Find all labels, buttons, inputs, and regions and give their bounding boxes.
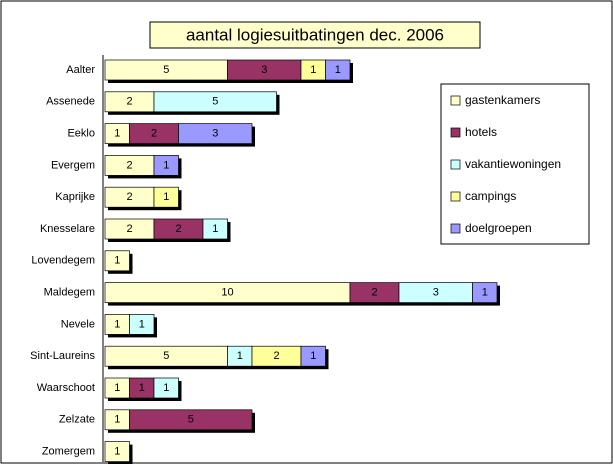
value-label: 1 bbox=[237, 350, 243, 362]
y-tick-label: Evergem bbox=[51, 159, 95, 171]
value-label: 2 bbox=[175, 223, 181, 235]
value-label: 1 bbox=[114, 414, 120, 426]
legend-label: vakantiewoningen bbox=[465, 157, 561, 171]
bar bbox=[325, 59, 351, 81]
value-label: 3 bbox=[261, 64, 267, 76]
y-tick-label: Kaprijke bbox=[55, 191, 95, 203]
legend-label: gastenkamers bbox=[465, 93, 540, 107]
y-tick-label: Lovendegem bbox=[31, 255, 95, 267]
bar bbox=[202, 218, 228, 240]
value-label: 1 bbox=[114, 255, 120, 267]
y-tick-label: Zelzate bbox=[59, 414, 95, 426]
value-label: 2 bbox=[371, 287, 377, 299]
bar bbox=[129, 314, 155, 335]
y-tick-label: Sint-Laureins bbox=[30, 350, 95, 362]
legend-swatch bbox=[450, 95, 461, 106]
value-label: 1 bbox=[310, 64, 316, 76]
title-box bbox=[149, 21, 481, 49]
value-label: 1 bbox=[163, 191, 169, 203]
bar bbox=[153, 377, 179, 399]
value-label: 1 bbox=[335, 64, 341, 76]
value-label: 1 bbox=[139, 318, 145, 330]
y-tick-label: Maldegem bbox=[44, 287, 95, 299]
value-label: 1 bbox=[114, 446, 120, 458]
bar bbox=[104, 250, 130, 272]
bar bbox=[153, 91, 277, 113]
legend-label: campings bbox=[465, 189, 516, 203]
y-tick-label: Knesselare bbox=[40, 223, 95, 235]
value-label: 1 bbox=[114, 318, 120, 330]
bar bbox=[129, 409, 253, 431]
value-label: 5 bbox=[188, 414, 194, 426]
bar bbox=[472, 282, 498, 303]
value-label: 5 bbox=[163, 64, 169, 76]
value-label: 3 bbox=[433, 287, 439, 299]
value-label: 1 bbox=[482, 287, 488, 299]
value-label: 1 bbox=[163, 159, 169, 171]
value-label: 2 bbox=[126, 96, 132, 108]
bar bbox=[104, 441, 130, 462]
value-label: 3 bbox=[212, 128, 218, 140]
value-label: 1 bbox=[114, 382, 120, 394]
bar bbox=[300, 345, 326, 367]
bar bbox=[153, 186, 179, 208]
value-label: 2 bbox=[151, 128, 157, 140]
y-tick-label: Eeklo bbox=[67, 128, 95, 140]
value-label: 5 bbox=[163, 350, 169, 362]
value-label: 1 bbox=[212, 223, 218, 235]
chart-title: aantal logiesuitbatingen dec. 2006 bbox=[186, 25, 444, 44]
legend-label: hotels bbox=[465, 125, 497, 139]
bar bbox=[178, 123, 253, 144]
value-label: 2 bbox=[126, 223, 132, 235]
value-label: 2 bbox=[126, 191, 132, 203]
value-label: 2 bbox=[273, 350, 279, 362]
value-label: 2 bbox=[126, 159, 132, 171]
value-label: 1 bbox=[310, 350, 316, 362]
legend-swatch bbox=[450, 223, 461, 234]
y-tick-label: Zomergem bbox=[42, 446, 95, 458]
y-tick-label: Waarschoot bbox=[37, 382, 95, 394]
bar bbox=[153, 155, 179, 176]
value-label: 5 bbox=[212, 96, 218, 108]
value-label: 1 bbox=[139, 382, 145, 394]
value-label: 10 bbox=[221, 287, 233, 299]
value-label: 1 bbox=[163, 382, 169, 394]
legend-swatch bbox=[450, 127, 461, 138]
y-tick-label: Assenede bbox=[46, 96, 95, 108]
legend-box bbox=[440, 83, 590, 245]
y-tick-label: Nevele bbox=[61, 318, 95, 330]
value-label: 1 bbox=[114, 128, 120, 140]
y-tick-label: Aalter bbox=[66, 64, 95, 76]
legend-label: doelgroepen bbox=[465, 221, 532, 235]
legend-swatch bbox=[450, 159, 461, 170]
legend-swatch bbox=[450, 191, 461, 202]
